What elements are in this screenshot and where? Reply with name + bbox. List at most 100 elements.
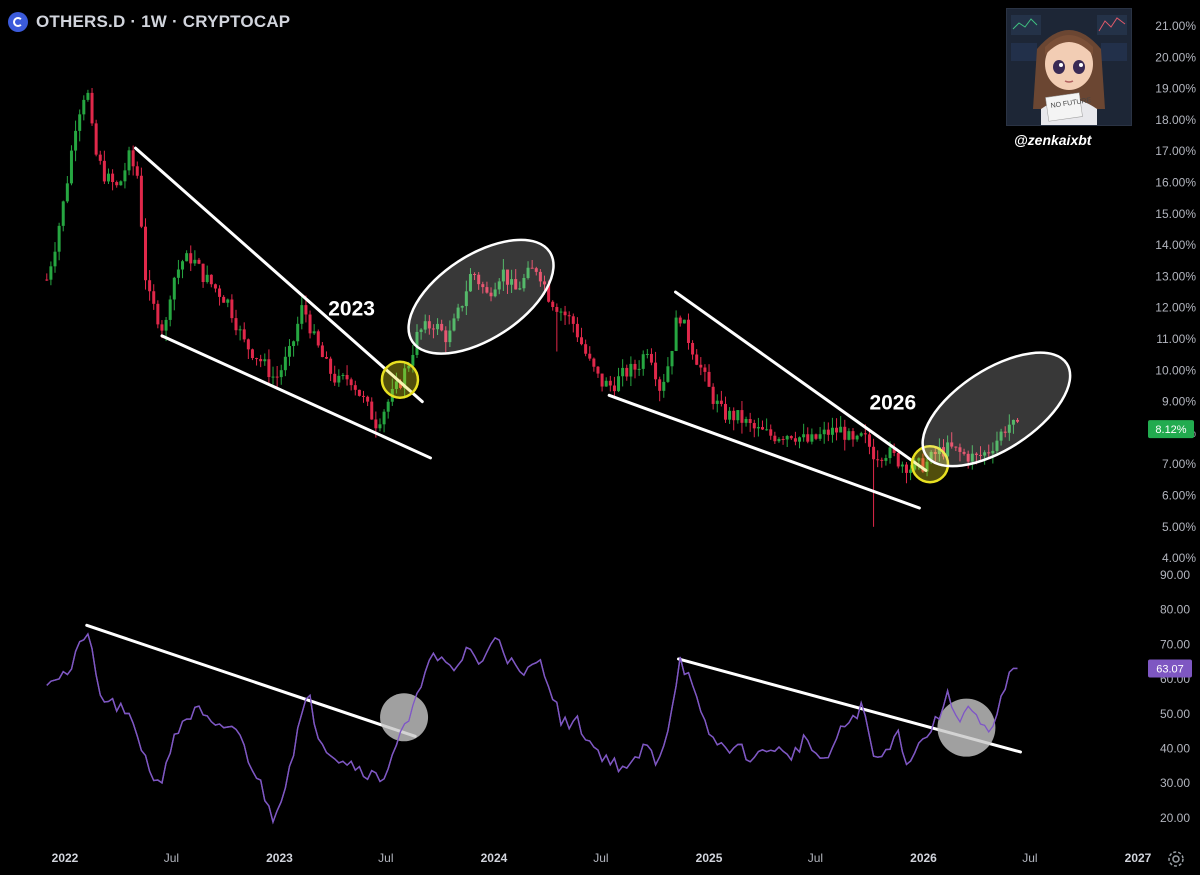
candle-body bbox=[378, 424, 382, 429]
candle-body bbox=[505, 269, 509, 285]
price-candle bbox=[431, 324, 435, 339]
candle-body bbox=[279, 370, 283, 378]
price-candle bbox=[785, 434, 789, 447]
price-candle bbox=[357, 389, 361, 397]
rsi-axis[interactable]: 90.0080.0070.0060.0050.0040.0030.0020.00… bbox=[1148, 568, 1192, 825]
candle-body bbox=[707, 371, 711, 387]
candle-body bbox=[172, 277, 176, 300]
candle-body bbox=[185, 253, 189, 262]
time-tick-label: Jul bbox=[593, 851, 608, 865]
candle-body bbox=[612, 385, 616, 392]
price-candle bbox=[362, 390, 366, 403]
price-candle bbox=[176, 259, 180, 285]
price-candle bbox=[649, 348, 653, 366]
candle-body bbox=[641, 354, 645, 369]
candle-body bbox=[830, 427, 834, 435]
candle-body bbox=[880, 459, 884, 461]
price-candle bbox=[563, 305, 567, 325]
price-candle bbox=[736, 410, 740, 424]
price-axis[interactable]: 21.00% 20.00% 19.00% 18.00% 17.00% 16.00% 15.0… bbox=[1148, 19, 1196, 565]
candle-body bbox=[983, 452, 987, 456]
candle-body bbox=[218, 288, 222, 297]
candle-body bbox=[695, 354, 699, 365]
price-candle bbox=[333, 365, 337, 386]
candle-body bbox=[205, 274, 209, 283]
price-candle bbox=[337, 369, 341, 387]
price-candle bbox=[806, 427, 810, 444]
candle-body bbox=[863, 433, 867, 435]
candle-body bbox=[559, 311, 563, 313]
candle-body bbox=[645, 353, 649, 355]
price-candle bbox=[913, 458, 917, 472]
candle-body bbox=[320, 345, 324, 358]
price-candle bbox=[575, 317, 579, 343]
price-candle bbox=[822, 421, 826, 444]
gear-icon[interactable] bbox=[1166, 849, 1186, 869]
candle-body bbox=[111, 173, 115, 183]
rsi-trendline-2023 bbox=[85, 623, 417, 738]
candle-body bbox=[592, 358, 596, 367]
candle-body bbox=[974, 453, 978, 455]
price-candle bbox=[460, 305, 464, 312]
candle-body bbox=[571, 316, 575, 324]
price-candles bbox=[45, 88, 1020, 527]
price-candle bbox=[148, 270, 152, 301]
candle-body bbox=[460, 306, 464, 308]
price-candle bbox=[596, 366, 600, 378]
candle-body bbox=[596, 366, 600, 374]
candle-body bbox=[789, 436, 793, 439]
candle-body bbox=[970, 453, 974, 462]
price-candle bbox=[810, 428, 814, 445]
candle-body bbox=[90, 92, 94, 124]
candle-body bbox=[765, 429, 769, 431]
price-candle bbox=[538, 269, 542, 287]
price-candle bbox=[621, 359, 625, 387]
price-candle bbox=[238, 325, 242, 341]
price-candle bbox=[308, 310, 312, 339]
candle-body bbox=[139, 175, 143, 227]
symbol-title[interactable]: OTHERS.D · 1W · CRYPTOCAP bbox=[36, 12, 291, 31]
price-candle bbox=[551, 300, 555, 311]
candle-body bbox=[806, 434, 810, 442]
candle-body bbox=[748, 418, 752, 424]
rally-ellipse-2023 bbox=[407, 238, 555, 355]
price-candle bbox=[880, 457, 884, 468]
price-candle bbox=[567, 311, 571, 325]
price-candle bbox=[131, 145, 135, 176]
price-candle bbox=[748, 412, 752, 432]
rally-ellipse-2026 bbox=[921, 351, 1072, 468]
price-candle bbox=[255, 357, 259, 366]
candle-body bbox=[440, 323, 444, 331]
candle-body bbox=[946, 442, 950, 457]
price-candle bbox=[518, 281, 522, 291]
price-candle bbox=[185, 250, 189, 262]
price-candle bbox=[715, 394, 719, 413]
price-candle bbox=[403, 361, 407, 399]
candle-body bbox=[543, 281, 547, 285]
candle-body bbox=[719, 400, 723, 404]
candle-body bbox=[752, 423, 756, 429]
candle-body bbox=[958, 447, 962, 452]
price-candle bbox=[222, 295, 226, 303]
candle-body bbox=[859, 433, 863, 436]
price-candle bbox=[489, 287, 493, 302]
price-candle bbox=[756, 417, 760, 437]
candle-body bbox=[686, 319, 690, 343]
candle-body bbox=[740, 410, 744, 423]
price-candle bbox=[970, 445, 974, 470]
candle-body bbox=[723, 403, 727, 420]
candle-body bbox=[954, 446, 958, 448]
price-candle bbox=[633, 359, 637, 379]
candle-body bbox=[308, 314, 312, 334]
price-candle bbox=[74, 120, 78, 162]
candle-body bbox=[452, 318, 456, 331]
candle-body bbox=[756, 427, 760, 429]
price-candle bbox=[386, 399, 390, 419]
time-axis[interactable]: 2022 Jul 2023 Jul 2024 Jul 2025 Jul 2026 Jul 2027 bbox=[52, 851, 1152, 865]
candle-body bbox=[567, 315, 571, 317]
candle-body bbox=[884, 458, 888, 461]
price-tick-label: 21.00% bbox=[1155, 19, 1196, 33]
candle-body bbox=[514, 279, 518, 290]
price-candle bbox=[127, 146, 131, 176]
